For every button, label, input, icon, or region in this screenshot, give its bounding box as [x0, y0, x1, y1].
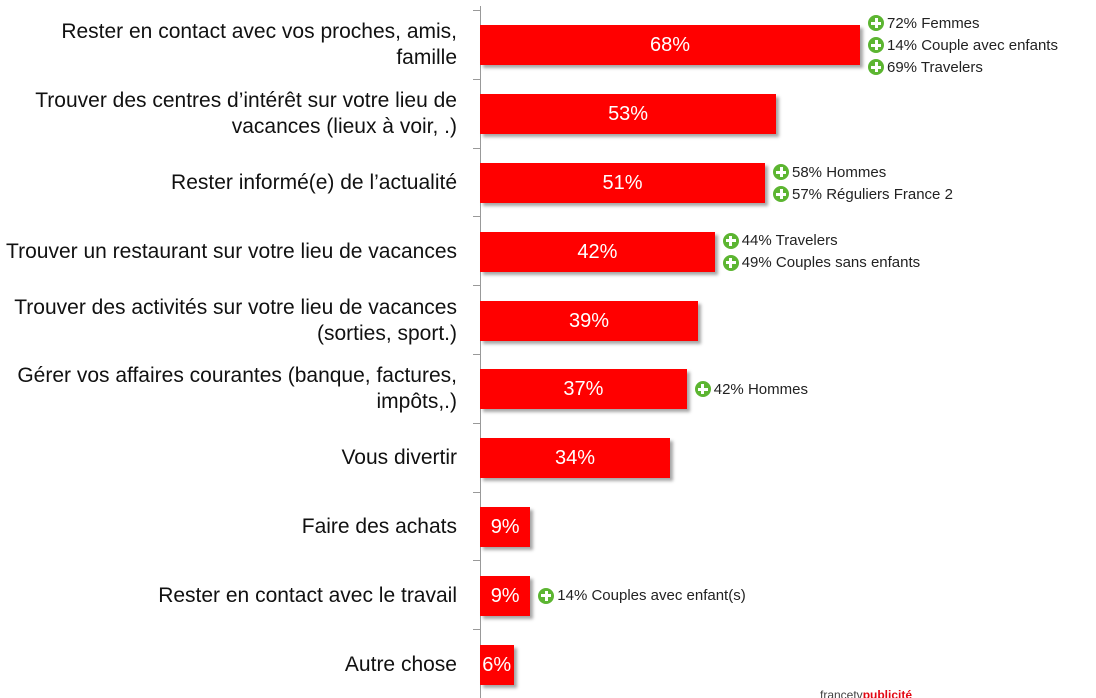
bar: [480, 644, 514, 685]
footer-text: francetv: [820, 688, 863, 698]
annotation-text: 49% Couples sans enfants: [741, 254, 921, 272]
bar: [480, 575, 531, 616]
plus-icon: [868, 59, 884, 76]
annotation: 42% Hommes: [694, 379, 808, 399]
category-label: Gérer vos affaires courantes (banque, fa…: [17, 364, 457, 414]
axis-tick: [473, 147, 480, 149]
axis-tick: [473, 285, 480, 287]
bar: [480, 507, 531, 547]
value-label: 39%: [568, 309, 609, 332]
annotation: 44% Travelers: [722, 231, 838, 251]
category-label: Rester en contact avec le travail: [158, 583, 457, 607]
bar: [480, 94, 777, 135]
annotation-text: 58% Hommes: [792, 163, 887, 181]
annotation-text: 72% Femmes: [887, 14, 980, 32]
axis-tick: [473, 422, 480, 424]
axis-tick: [473, 10, 480, 11]
annotation: 69% Travelers: [868, 57, 983, 77]
axis-tick: [473, 216, 480, 218]
annotation-text: 14% Couples avec enfant(s): [557, 587, 746, 605]
annotation-text: 42% Hommes: [713, 380, 808, 398]
bar: [480, 25, 860, 66]
annotation-text: 44% Travelers: [741, 232, 838, 250]
annotation: 14% Couples avec enfant(s): [538, 586, 746, 606]
value-label: 9%: [490, 584, 520, 607]
category-label: Rester informé(e) de l’actualité: [171, 171, 457, 194]
annotation-text: 57% Réguliers France 2: [792, 185, 953, 203]
plus-icon: [773, 186, 789, 202]
axis-line: [480, 6, 481, 698]
value-label: 42%: [577, 240, 618, 263]
value-label: 9%: [490, 516, 520, 538]
plus-icon: [722, 254, 739, 271]
category-label: Vous divertir: [341, 446, 457, 470]
category-label: Faire des achats: [301, 515, 457, 538]
axis-tick: [473, 78, 480, 80]
bar: [480, 438, 670, 479]
axis-tick: [473, 560, 480, 562]
annotation-text: 14% Couple avec enfants: [887, 36, 1058, 54]
annotation: 72% Femmes: [868, 13, 980, 33]
category-label: Trouver des activités sur votre lieu de …: [14, 295, 457, 345]
plus-icon: [773, 164, 789, 180]
annotation: 14% Couple avec enfants: [868, 35, 1058, 55]
plus-icon: [694, 381, 711, 398]
value-label: 6%: [482, 653, 512, 676]
category-label: Autre chose: [344, 652, 457, 676]
category-label: Rester en contact avec vos proches, amis…: [61, 20, 457, 70]
value-label: 68%: [649, 34, 691, 57]
plus-icon: [538, 587, 555, 604]
axis-tick: [473, 629, 480, 631]
category-label: Trouver des centres d’intérêt sur votre …: [35, 89, 457, 139]
axis-tick: [473, 354, 480, 355]
plus-icon: [722, 232, 739, 249]
bar: [480, 300, 698, 341]
annotation-text: 69% Travelers: [887, 58, 983, 76]
value-label: 37%: [563, 378, 604, 401]
value-label: 53%: [608, 103, 649, 126]
value-label: 51%: [602, 172, 643, 194]
annotation: 49% Couples sans enfants: [722, 253, 921, 273]
footer: francetvpublicité: [820, 688, 912, 698]
value-label: 34%: [554, 447, 596, 470]
annotation: 58% Hommes: [773, 162, 886, 182]
plus-icon: [868, 37, 884, 54]
bar: [480, 231, 715, 272]
bar: [480, 369, 687, 410]
footer-text: publicité: [862, 688, 913, 698]
annotation: 57% Réguliers France 2: [773, 184, 953, 204]
plus-icon: [868, 15, 884, 32]
bar: [480, 163, 765, 203]
axis-tick: [473, 491, 480, 493]
category-label: Trouver un restaurant sur votre lieu de …: [6, 239, 457, 263]
